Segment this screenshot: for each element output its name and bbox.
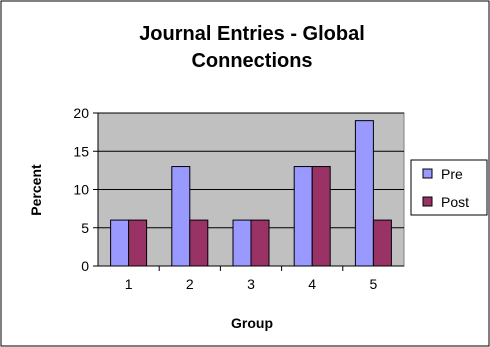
bar-post-group-4 <box>311 166 331 267</box>
y-axis-label: Percent <box>28 164 44 216</box>
legend-swatch-post <box>422 196 433 207</box>
chart-title-line-2: Connections <box>191 50 312 72</box>
bar-post-group-5 <box>372 219 392 267</box>
y-tick-label: 20 <box>73 105 89 121</box>
x-tick-label: 5 <box>370 276 378 292</box>
bar-pre-group-5 <box>354 120 374 267</box>
bar-post-group-2 <box>189 219 209 267</box>
legend-label-pre: Pre <box>441 166 463 182</box>
y-tick-label: 5 <box>81 220 89 236</box>
bar-pre-group-1 <box>110 219 130 267</box>
bar-post-group-1 <box>128 219 148 267</box>
plot-area: 0 5 10 15 20 1 2 3 4 5 <box>73 105 405 292</box>
chart-title-line-1: Journal Entries - Global <box>139 23 365 45</box>
y-tick-label: 10 <box>73 182 89 198</box>
legend-swatch-pre <box>422 168 433 179</box>
x-tick-label: 2 <box>186 276 194 292</box>
legend: Pre Post <box>410 159 488 216</box>
bar-pre-group-3 <box>232 219 252 267</box>
bar-pre-group-2 <box>171 166 191 267</box>
y-tick-label: 15 <box>73 143 89 159</box>
x-tick-label: 1 <box>125 276 133 292</box>
legend-label-post: Post <box>441 194 469 210</box>
x-axis-label: Group <box>231 315 273 331</box>
bar-post-group-3 <box>250 219 270 267</box>
x-tick-label: 3 <box>247 276 255 292</box>
y-tick-label: 0 <box>81 258 89 274</box>
x-tick-label: 4 <box>308 276 316 292</box>
bar-pre-group-4 <box>293 166 313 267</box>
